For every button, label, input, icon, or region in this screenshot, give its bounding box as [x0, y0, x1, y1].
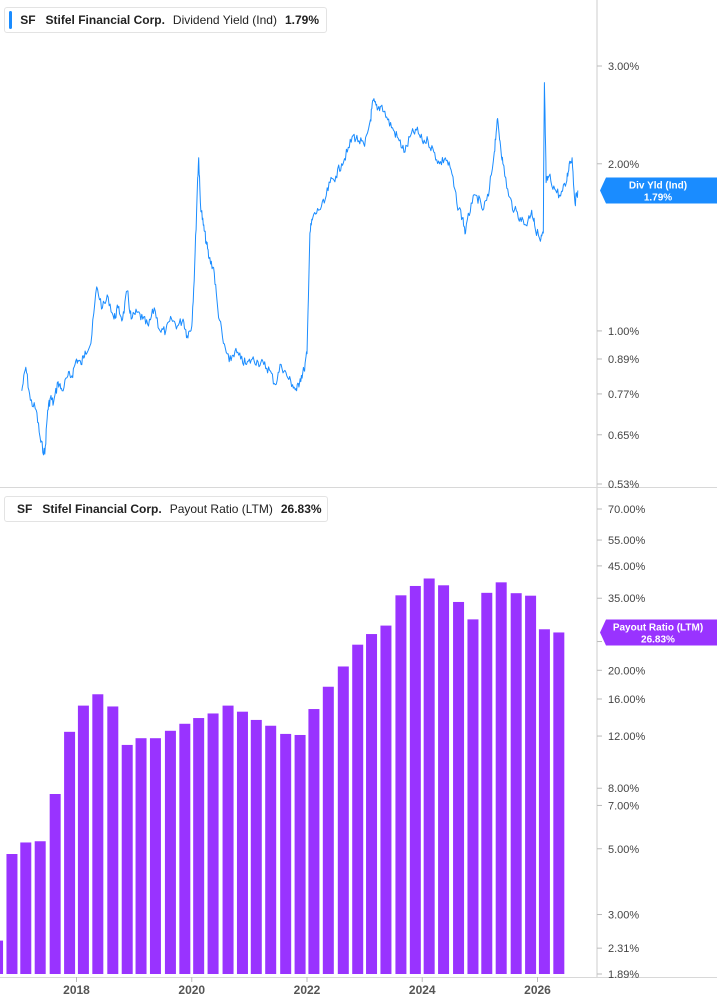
payout-bar [34, 841, 46, 974]
legend-value: 26.83% [280, 502, 322, 516]
payout-tick-label: 20.00% [608, 665, 646, 677]
yield-flag-label: Div Yld (Ind) [629, 181, 687, 192]
yield-tick-label: 2.00% [608, 159, 639, 171]
legend-metric: Dividend Yield (Ind) [172, 13, 277, 27]
payout-bar [222, 705, 234, 974]
x-axis: 2018 2020 2022 2024 2026 [63, 977, 551, 997]
payout-bar [207, 713, 219, 974]
payout-tick-label: 1.89% [608, 969, 639, 981]
payout-tick-label: 3.00% [608, 910, 639, 922]
payout-bar [525, 595, 537, 974]
payout-bar [481, 592, 493, 974]
legend-ticker: SF [20, 13, 36, 27]
yield-tick-label: 0.77% [608, 389, 639, 401]
yield-last-value-flag: Div Yld (Ind) 1.79% [600, 177, 717, 204]
payout-bar [49, 794, 61, 974]
yield-tick-label: 0.89% [608, 354, 639, 366]
payout-bar [250, 719, 262, 974]
payout-legend: SF Stifel Financial Corp. Payout Ratio (… [4, 496, 328, 522]
payout-bar [179, 723, 191, 974]
legend-ticker: SF [17, 502, 33, 516]
payout-tick-label: 70.00% [608, 504, 646, 516]
yield-legend-swatch [9, 11, 13, 29]
payout-bar [538, 629, 550, 974]
payout-tick-label: 7.00% [608, 800, 639, 812]
payout-bar [164, 730, 176, 974]
payout-bar [92, 694, 104, 974]
payout-bar [438, 585, 450, 974]
yield-tick-label: 0.65% [608, 430, 639, 442]
payout-tick-label: 12.00% [608, 731, 646, 743]
payout-last-value-flag: Payout Ratio (LTM) 26.83% [600, 619, 717, 646]
payout-bar [352, 644, 364, 974]
payout-tick-label: 35.00% [608, 593, 646, 605]
yield-legend: SF Stifel Financial Corp. Dividend Yield… [4, 7, 327, 33]
payout-bar [553, 632, 565, 974]
yield-tick-label: 3.00% [608, 61, 639, 73]
payout-bar [77, 705, 89, 974]
payout-bar [121, 744, 133, 974]
payout-bar [236, 711, 248, 974]
payout-bar [135, 738, 147, 974]
yield-flag-value: 1.79% [644, 193, 672, 204]
yield-tick-label: 1.00% [608, 326, 639, 338]
payout-bars [0, 578, 565, 974]
payout-bar [280, 733, 292, 974]
payout-bar [265, 725, 277, 974]
payout-tick-label: 16.00% [608, 694, 646, 706]
payout-flag-value: 26.83% [641, 634, 675, 645]
payout-bar [0, 940, 4, 974]
x-tick-label: 2018 [63, 983, 90, 997]
payout-bar [409, 585, 421, 974]
payout-tick-label: 55.00% [608, 535, 646, 547]
payout-bar [395, 595, 407, 974]
x-tick-label: 2024 [409, 983, 436, 997]
payout-bar [510, 593, 522, 974]
legend-metric: Payout Ratio (LTM) [169, 502, 273, 516]
payout-flag-label: Payout Ratio (LTM) [613, 622, 703, 633]
payout-bar [20, 842, 32, 974]
payout-bar [366, 634, 378, 974]
payout-tick-label: 5.00% [608, 844, 639, 856]
payout-y-axis: 70.00%55.00%45.00%35.00%25.00%20.00%16.0… [597, 504, 646, 981]
payout-tick-label: 2.31% [608, 943, 639, 955]
payout-bar [453, 601, 465, 974]
payout-bar [495, 582, 507, 974]
yield-series-line [21, 82, 579, 456]
payout-bar [193, 718, 205, 974]
x-tick-label: 2022 [294, 983, 321, 997]
payout-bar [6, 854, 18, 974]
legend-value: 1.79% [284, 13, 319, 27]
yield-tick-label: 0.53% [608, 479, 639, 491]
payout-bar [64, 731, 76, 974]
legend-company: Stifel Financial Corp. [42, 502, 162, 516]
payout-bar [380, 625, 392, 974]
payout-bar [467, 619, 479, 974]
payout-bar [423, 578, 435, 974]
payout-tick-label: 45.00% [608, 561, 646, 573]
legend-company: Stifel Financial Corp. [45, 13, 165, 27]
payout-bar [294, 734, 306, 974]
payout-bar [149, 738, 161, 974]
payout-bar [107, 706, 119, 974]
x-tick-label: 2020 [178, 983, 205, 997]
payout-bar [337, 666, 349, 974]
payout-bar [322, 686, 334, 974]
yield-y-axis: 3.00% 2.00% 1.00% 0.89% 0.77% 0.65% 0.53% [597, 61, 639, 491]
payout-bar [308, 709, 320, 974]
payout-tick-label: 8.00% [608, 783, 639, 795]
x-tick-label: 2026 [524, 983, 551, 997]
